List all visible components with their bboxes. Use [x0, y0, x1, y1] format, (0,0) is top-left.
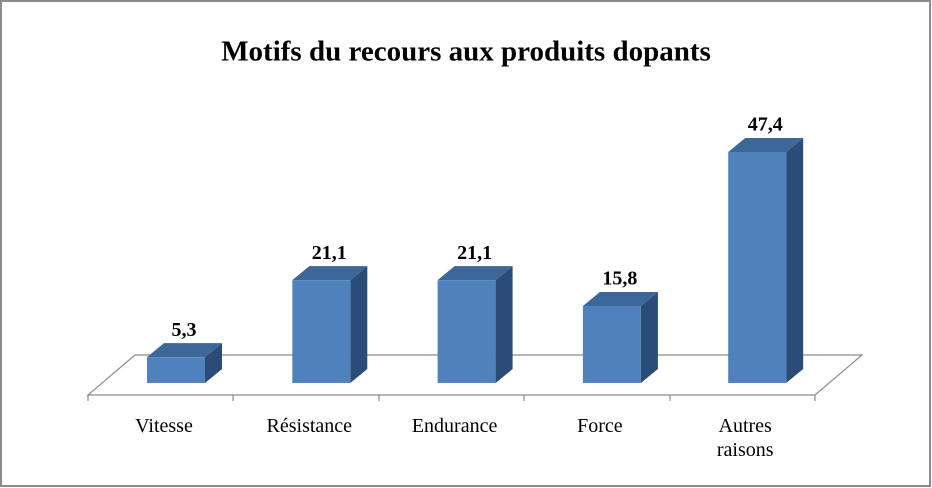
x-tick-label: Résistance: [266, 415, 353, 437]
bar: [292, 280, 351, 383]
bar-side: [350, 266, 368, 383]
bar: [582, 306, 641, 383]
bar: [728, 152, 787, 383]
x-tick-label: Autres raisons: [716, 415, 774, 461]
bar-top: [292, 266, 368, 281]
bar-side: [495, 266, 513, 383]
chart-title: Motifs du recours aux produits dopants: [221, 36, 711, 68]
bar-top: [582, 292, 658, 306]
bar: [437, 280, 496, 383]
bar-top: [437, 266, 513, 281]
bar-top: [728, 138, 804, 152]
bar: [147, 357, 205, 383]
floor-ticks: [87, 395, 816, 401]
value-label: 21,1: [457, 242, 492, 264]
value-label: 15,8: [602, 268, 637, 290]
bar-side: [205, 343, 222, 383]
bar-top: [147, 343, 222, 358]
value-label: 5,3: [172, 319, 197, 341]
x-tick-label: Endurance: [411, 415, 498, 437]
bar-side: [786, 138, 804, 383]
x-tick-label: Vitesse: [135, 415, 193, 437]
bar-side: [640, 292, 658, 383]
value-label: 47,4: [748, 114, 783, 136]
value-label: 21,1: [312, 242, 347, 264]
x-tick-label: Force: [577, 415, 623, 437]
